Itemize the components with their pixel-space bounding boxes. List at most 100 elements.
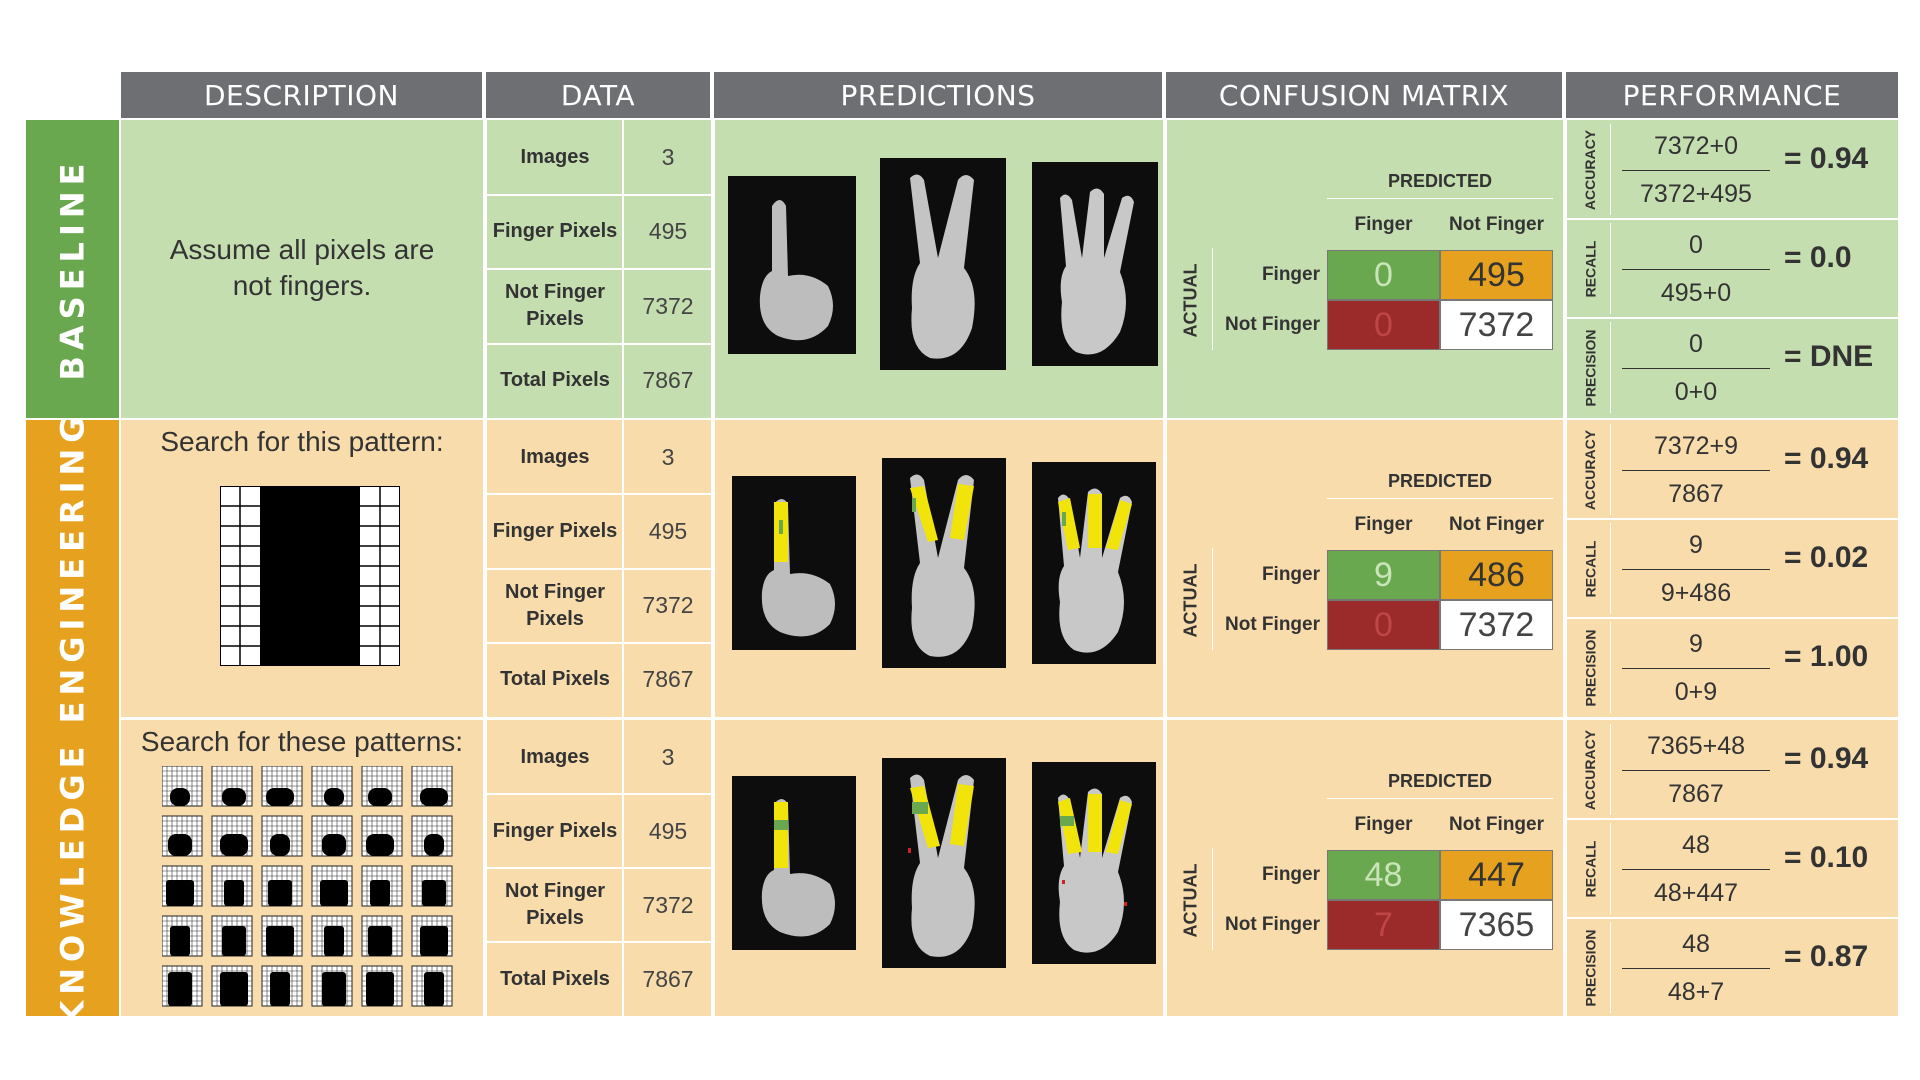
pattern-tile bbox=[411, 865, 453, 907]
pattern-tile bbox=[361, 915, 403, 957]
data-label-images: Images bbox=[520, 445, 590, 468]
perf-accuracy-result-0: = 0.94 bbox=[1784, 141, 1869, 175]
perf-recall-label-2: RECALL bbox=[1582, 840, 1598, 897]
cm-col-finger-ke1: Finger bbox=[1354, 514, 1413, 535]
pattern-tile bbox=[211, 965, 253, 1007]
data-value-images: 3 bbox=[661, 443, 675, 470]
cm-actual-label-ke2: ACTUAL bbox=[1180, 863, 1201, 937]
perf-precision-label-0: PRECISION bbox=[1582, 328, 1599, 407]
data-label-images: Images bbox=[520, 145, 590, 168]
multi-pattern-grid bbox=[162, 766, 453, 1007]
perf-precision-denominator-1: 0+9 bbox=[1674, 677, 1718, 706]
perf-accuracy-label-1: ACCURACY bbox=[1582, 429, 1598, 510]
perf-precision-numerator-0: 0 bbox=[1689, 330, 1703, 359]
perf-accuracy-result-1: = 0.94 bbox=[1784, 441, 1869, 475]
data-label-images: Images bbox=[520, 745, 590, 768]
pattern-tile bbox=[162, 766, 203, 807]
data-label-finger-pixels: Finger Pixels bbox=[492, 220, 618, 243]
perf-accuracy-numerator-0: 7372+0 bbox=[1653, 132, 1739, 161]
pattern-tile bbox=[311, 965, 353, 1007]
perf-precision-result-1: = 1.00 bbox=[1784, 639, 1869, 673]
pattern-tile bbox=[211, 815, 253, 857]
perf-recall-numerator-0: 0 bbox=[1689, 231, 1703, 260]
pattern-tile bbox=[261, 815, 303, 857]
cm-cell-false-positive-ke1: 0 bbox=[1327, 600, 1440, 650]
pattern-tile bbox=[162, 915, 203, 957]
cm-col-finger-ke2: Finger bbox=[1354, 814, 1413, 835]
single-pattern-icon bbox=[220, 486, 400, 666]
perf-recall-result-2: = 0.10 bbox=[1784, 840, 1869, 874]
data-label-total-pixels: Total Pixels bbox=[500, 668, 610, 691]
data-label-finger-pixels: Finger Pixels bbox=[492, 819, 618, 842]
hand-two-fingers-ke1 bbox=[882, 458, 1006, 668]
pattern-tile bbox=[211, 766, 253, 807]
pattern-tile bbox=[311, 915, 353, 957]
cm-predicted-label-ke2: PREDICTED bbox=[1387, 770, 1492, 791]
perf-accuracy-denominator-2: 7867 bbox=[1668, 779, 1724, 808]
perf-recall-denominator-1: 9+486 bbox=[1660, 578, 1732, 607]
pattern-tile bbox=[261, 766, 303, 807]
cm-cell-false-positive-baseline: 0 bbox=[1327, 300, 1440, 350]
cm-col-not-finger-baseline: Not Finger bbox=[1449, 214, 1544, 235]
pattern-tile bbox=[211, 865, 253, 907]
perf-precision-label-1: PRECISION bbox=[1582, 628, 1599, 707]
pattern-tile bbox=[311, 865, 353, 907]
pattern-tile bbox=[361, 865, 403, 907]
perf-accuracy-numerator-2: 7365+48 bbox=[1646, 732, 1746, 761]
cm-predicted-label-ke1: PREDICTED bbox=[1387, 470, 1492, 491]
pattern-tile bbox=[361, 965, 403, 1007]
perf-recall-result-0: = 0.0 bbox=[1784, 240, 1852, 274]
cm-cell-true-negative-ke2: 7365 bbox=[1440, 900, 1553, 950]
data-label-not-finger-pixels: Not Finger Pixels bbox=[505, 880, 605, 929]
data-value-total-pixels: 7867 bbox=[642, 965, 694, 992]
cm-predicted-label-baseline: PREDICTED bbox=[1387, 170, 1492, 191]
cm-row-finger-baseline: Finger bbox=[1261, 264, 1320, 285]
pattern-tile bbox=[411, 815, 453, 857]
cm-col-not-finger-ke1: Not Finger bbox=[1449, 514, 1544, 535]
row-baseline-bg bbox=[121, 120, 1898, 418]
perf-accuracy-denominator-0: 7372+495 bbox=[1640, 179, 1752, 208]
perf-precision-numerator-2: 48 bbox=[1682, 930, 1710, 959]
header-confusion-matrix: CONFUSION MATRIX bbox=[1166, 72, 1562, 118]
perf-recall-result-1: = 0.02 bbox=[1784, 540, 1869, 574]
pattern-tile bbox=[261, 915, 303, 957]
data-value-images: 3 bbox=[661, 143, 675, 170]
pattern-tile bbox=[211, 915, 253, 957]
perf-recall-numerator-1: 9 bbox=[1689, 531, 1703, 560]
data-value-images: 3 bbox=[661, 743, 675, 770]
header-data: DATA bbox=[486, 72, 710, 118]
cm-actual-label-ke1: ACTUAL bbox=[1180, 563, 1201, 637]
perf-precision-numerator-1: 9 bbox=[1689, 630, 1703, 659]
pattern-tile bbox=[361, 766, 403, 807]
cm-row-finger-ke1: Finger bbox=[1261, 564, 1320, 585]
data-label-total-pixels: Total Pixels bbox=[500, 369, 610, 392]
pattern-tile bbox=[411, 965, 453, 1007]
cm-row-not-finger-ke2: Not Finger bbox=[1225, 914, 1320, 935]
hand-two-fingers-baseline bbox=[880, 158, 1006, 370]
cm-row-finger-ke2: Finger bbox=[1261, 864, 1320, 885]
cm-row-not-finger-baseline: Not Finger bbox=[1225, 314, 1320, 335]
header-predictions: PREDICTIONS bbox=[714, 72, 1162, 118]
perf-accuracy-denominator-1: 7867 bbox=[1668, 479, 1724, 508]
pattern-tile bbox=[411, 766, 453, 807]
cm-cell-true-negative-ke1: 7372 bbox=[1440, 600, 1553, 650]
hand-three-fingers-ke2 bbox=[1032, 762, 1156, 964]
perf-recall-label-0: RECALL bbox=[1582, 240, 1598, 297]
cm-cell-true-positive-ke1: 9 bbox=[1327, 550, 1440, 600]
hand-one-finger-ke2 bbox=[732, 776, 856, 950]
side-label-knowledge-engineering: KNOWLEDGE ENGINEERING bbox=[26, 410, 119, 1026]
perf-accuracy-numerator-1: 7372+9 bbox=[1653, 432, 1739, 461]
perf-precision-label-2: PRECISION bbox=[1582, 928, 1599, 1007]
cm-col-finger-baseline: Finger bbox=[1354, 214, 1413, 235]
pattern-tile bbox=[162, 865, 203, 907]
header-performance: PERFORMANCE bbox=[1566, 72, 1898, 118]
pattern-tile bbox=[261, 965, 303, 1007]
hand-two-fingers-ke2 bbox=[882, 758, 1006, 968]
data-value-finger-pixels: 495 bbox=[648, 517, 688, 544]
data-value-not-finger-pixels: 7372 bbox=[642, 891, 694, 918]
data-label-not-finger-pixels: Not Finger Pixels bbox=[505, 281, 605, 331]
hand-three-fingers-baseline bbox=[1032, 162, 1158, 366]
hand-three-fingers-ke1 bbox=[1032, 462, 1156, 664]
cm-cell-true-positive-baseline: 0 bbox=[1327, 250, 1440, 300]
header-description: DESCRIPTION bbox=[121, 72, 482, 118]
